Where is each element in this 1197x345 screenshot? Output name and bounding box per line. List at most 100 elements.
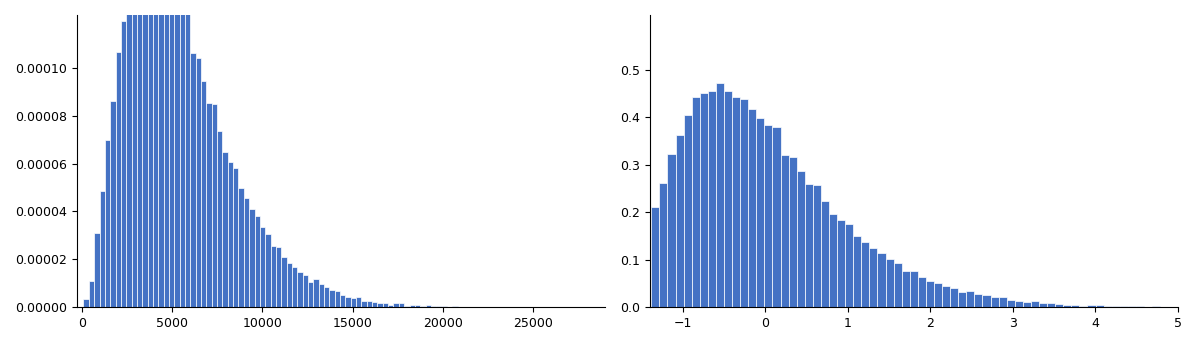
Bar	[1119, 306, 1128, 307]
Bar	[643, 237, 651, 307]
Bar	[329, 290, 335, 307]
Bar	[716, 83, 724, 307]
Bar	[169, 0, 175, 307]
Bar	[308, 282, 314, 307]
Bar	[660, 184, 668, 307]
Bar	[1136, 306, 1144, 307]
Bar	[998, 297, 1007, 307]
Bar	[377, 303, 383, 307]
Bar	[324, 287, 329, 307]
Bar	[966, 290, 974, 307]
Bar	[934, 283, 942, 307]
Bar	[983, 295, 991, 307]
Bar	[136, 0, 142, 307]
Bar	[340, 295, 346, 307]
Bar	[757, 118, 765, 307]
Bar	[1007, 300, 1015, 307]
Bar	[926, 281, 934, 307]
Bar	[619, 303, 627, 307]
Bar	[233, 168, 238, 307]
Bar	[1063, 305, 1071, 307]
Bar	[821, 201, 830, 307]
Bar	[303, 275, 308, 307]
Bar	[1056, 304, 1063, 307]
Bar	[255, 216, 260, 307]
Bar	[1039, 304, 1047, 307]
Bar	[1087, 305, 1095, 307]
Bar	[942, 286, 950, 307]
Bar	[1015, 301, 1023, 307]
Bar	[335, 290, 340, 307]
Bar	[797, 171, 804, 307]
Bar	[116, 51, 121, 307]
Bar	[105, 140, 110, 307]
Bar	[991, 297, 998, 307]
Bar	[765, 125, 772, 307]
Bar	[886, 259, 894, 307]
Bar	[95, 233, 99, 307]
Bar	[452, 306, 457, 307]
Bar	[772, 127, 780, 307]
Bar	[126, 0, 132, 307]
Bar	[837, 220, 845, 307]
Bar	[420, 306, 426, 307]
Bar	[314, 279, 318, 307]
Bar	[244, 198, 249, 307]
Bar	[227, 162, 233, 307]
Bar	[813, 185, 821, 307]
Bar	[724, 91, 733, 307]
Bar	[266, 234, 271, 307]
Bar	[175, 0, 180, 307]
Bar	[700, 92, 707, 307]
Bar	[436, 306, 442, 307]
Bar	[918, 277, 926, 307]
Bar	[399, 303, 405, 307]
Bar	[974, 294, 983, 307]
Bar	[950, 288, 959, 307]
Bar	[1080, 306, 1087, 307]
Bar	[675, 135, 683, 307]
Bar	[877, 253, 886, 307]
Bar	[132, 0, 136, 307]
Bar	[1071, 305, 1080, 307]
Bar	[1104, 306, 1112, 307]
Bar	[845, 224, 853, 307]
Bar	[121, 21, 126, 307]
Bar	[959, 292, 966, 307]
Bar	[260, 227, 266, 307]
Bar	[853, 236, 862, 307]
Bar	[668, 154, 675, 307]
Bar	[356, 297, 361, 307]
Bar	[394, 303, 399, 307]
Bar	[627, 292, 636, 307]
Bar	[426, 306, 431, 307]
Bar	[405, 306, 409, 307]
Bar	[707, 91, 716, 307]
Bar	[238, 188, 244, 307]
Bar	[297, 272, 303, 307]
Bar	[442, 306, 446, 307]
Bar	[1047, 303, 1056, 307]
Bar	[281, 257, 286, 307]
Bar	[869, 248, 877, 307]
Bar	[249, 209, 255, 307]
Bar	[89, 281, 95, 307]
Bar	[186, 7, 190, 307]
Bar	[158, 0, 164, 307]
Bar	[366, 300, 372, 307]
Bar	[1031, 301, 1039, 307]
Bar	[409, 305, 415, 307]
Bar	[1128, 306, 1136, 307]
Bar	[346, 297, 351, 307]
Bar	[190, 53, 196, 307]
Bar	[372, 302, 377, 307]
Bar	[206, 103, 212, 307]
Bar	[804, 185, 813, 307]
Bar	[651, 207, 660, 307]
Bar	[223, 152, 227, 307]
Bar	[212, 104, 217, 307]
Bar	[636, 263, 643, 307]
Bar	[830, 214, 837, 307]
Bar	[180, 4, 186, 307]
Bar	[164, 0, 169, 307]
